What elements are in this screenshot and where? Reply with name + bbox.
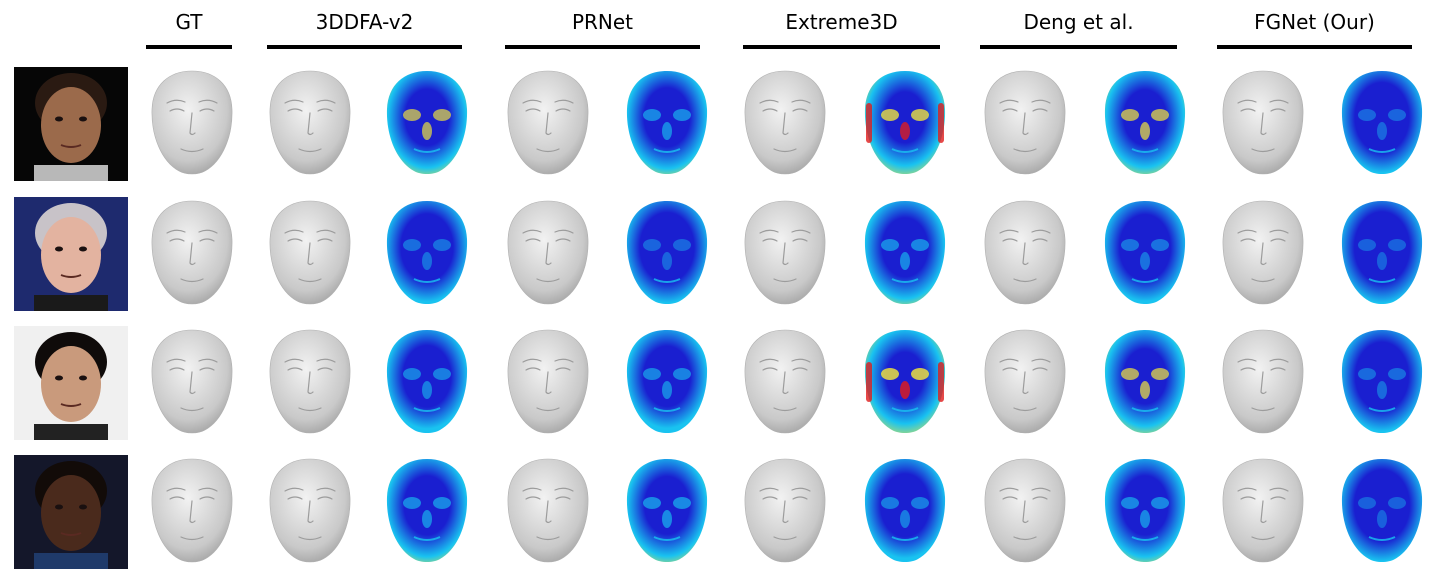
extreme3d-error-map	[850, 193, 960, 313]
column-underline	[980, 45, 1177, 49]
3ddfa-v2-mesh	[255, 451, 365, 571]
extreme3d-error-map	[850, 322, 960, 442]
fgnet-error-map	[1327, 193, 1433, 313]
3ddfa-v2-mesh	[255, 193, 365, 313]
3ddfa-v2-error-map	[372, 193, 482, 313]
fgnet-error-map	[1327, 63, 1433, 183]
3ddfa-v2-error-map	[372, 63, 482, 183]
input-face-photo	[14, 197, 128, 311]
column-underline	[146, 45, 232, 49]
gt-mesh	[137, 322, 247, 442]
fgnet-mesh	[1208, 193, 1318, 313]
column-header-3ddfa-v2: 3DDFA-v2	[267, 8, 462, 49]
column-title-prnet: PRNet	[571, 10, 634, 34]
column-underline	[505, 45, 700, 49]
deng-error-map	[1090, 451, 1200, 571]
prnet-mesh	[493, 63, 603, 183]
input-face-photo	[14, 455, 128, 569]
column-title-gt: GT	[175, 10, 203, 34]
extreme3d-mesh	[730, 322, 840, 442]
extreme3d-error-map	[850, 63, 960, 183]
extreme3d-error-map	[850, 451, 960, 571]
prnet-mesh	[493, 451, 603, 571]
column-header-fgnet: FGNet (Our)	[1217, 8, 1412, 49]
3ddfa-v2-mesh	[255, 63, 365, 183]
prnet-error-map	[612, 63, 722, 183]
extreme3d-mesh	[730, 451, 840, 571]
extreme3d-mesh	[730, 193, 840, 313]
column-header-extreme3d: Extreme3D	[743, 8, 940, 49]
3ddfa-v2-mesh	[255, 322, 365, 442]
column-header-gt: GT	[146, 8, 232, 49]
input-face-photo	[14, 67, 128, 181]
fgnet-error-map	[1327, 322, 1433, 442]
prnet-mesh	[493, 322, 603, 442]
gt-mesh	[137, 193, 247, 313]
prnet-mesh	[493, 193, 603, 313]
deng-mesh	[970, 322, 1080, 442]
deng-mesh	[970, 63, 1080, 183]
gt-mesh	[137, 63, 247, 183]
fgnet-mesh	[1208, 451, 1318, 571]
input-face-photo	[14, 326, 128, 440]
result-row	[0, 326, 1433, 444]
column-underline	[743, 45, 940, 49]
column-header-deng-et-al: Deng et al.	[980, 8, 1177, 49]
deng-mesh	[970, 451, 1080, 571]
fgnet-mesh	[1208, 322, 1318, 442]
column-title-deng-et-al: Deng et al.	[1023, 10, 1134, 34]
column-header-prnet: PRNet	[505, 8, 700, 49]
3ddfa-v2-error-map	[372, 451, 482, 571]
extreme3d-mesh	[730, 63, 840, 183]
3ddfa-v2-error-map	[372, 322, 482, 442]
column-underline	[1217, 45, 1412, 49]
deng-error-map	[1090, 322, 1200, 442]
column-underline	[267, 45, 462, 49]
result-row	[0, 455, 1433, 573]
deng-error-map	[1090, 193, 1200, 313]
column-title-fgnet: FGNet (Our)	[1254, 10, 1375, 34]
gt-mesh	[137, 451, 247, 571]
column-title-3ddfa-v2: 3DDFA-v2	[315, 10, 414, 34]
result-row	[0, 67, 1433, 185]
column-title-extreme3d: Extreme3D	[785, 10, 898, 34]
fgnet-error-map	[1327, 451, 1433, 571]
result-row	[0, 197, 1433, 315]
column-header-bar: GT 3DDFA-v2 PRNet Extreme3D Deng et al. …	[0, 0, 1433, 60]
prnet-error-map	[612, 193, 722, 313]
fgnet-mesh	[1208, 63, 1318, 183]
prnet-error-map	[612, 451, 722, 571]
deng-mesh	[970, 193, 1080, 313]
prnet-error-map	[612, 322, 722, 442]
deng-error-map	[1090, 63, 1200, 183]
